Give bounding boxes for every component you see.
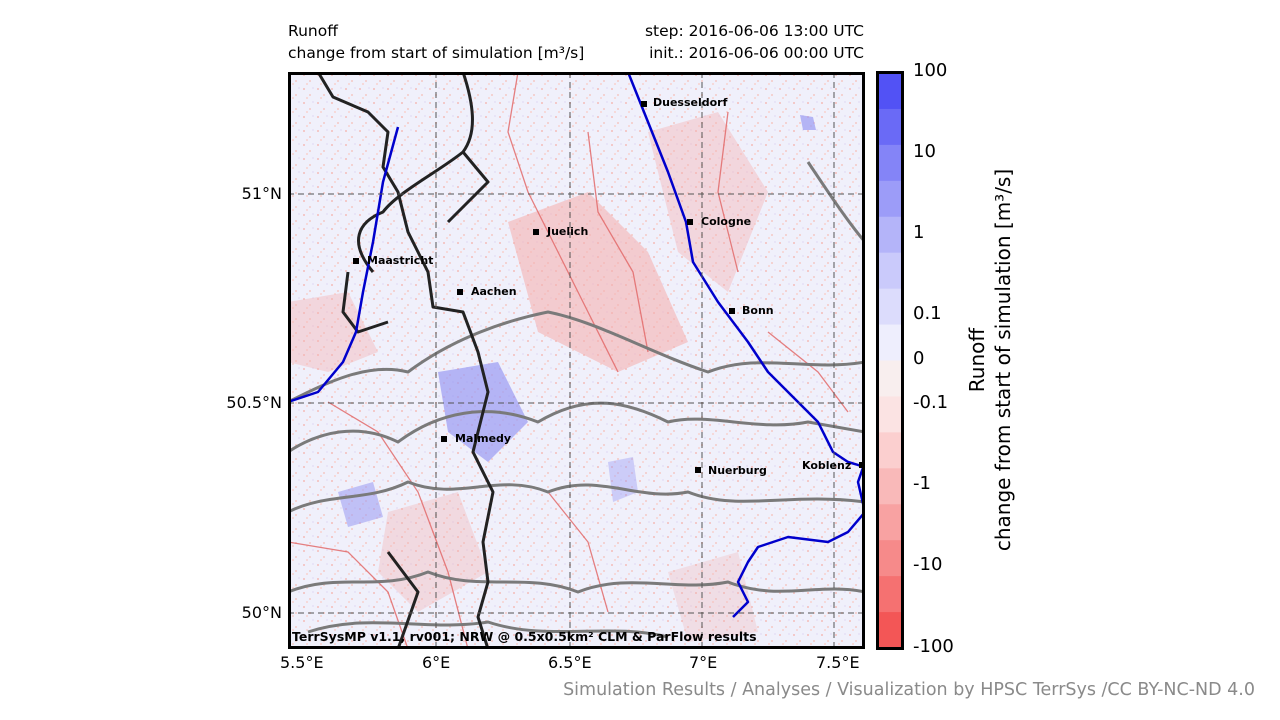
colorbar-swatch — [878, 396, 902, 433]
city-marker-aachen — [457, 289, 463, 295]
colorbar-tick-minus-1: -1 — [913, 473, 931, 494]
variable-title: Runoff — [288, 22, 338, 40]
city-label-koblenz: Koblenz — [802, 459, 852, 472]
city-marker-koblenz — [859, 462, 865, 468]
city-marker-bonn — [729, 308, 735, 314]
colorbar-tick-10: 10 — [913, 141, 936, 162]
lon-tick-5-5: 5.5°E — [280, 653, 324, 672]
city-label-duesseldorf: Duesseldorf — [653, 96, 728, 109]
graticule — [288, 72, 865, 649]
colorbar-title: Runoff change from start of simulation [… — [964, 169, 1016, 551]
colorbar-swatch — [878, 432, 902, 469]
city-markers — [353, 101, 865, 473]
variable-description: change from start of simulation [m³/s] — [288, 44, 585, 62]
runoff-map — [288, 72, 865, 649]
colorbar-tick-100: 100 — [913, 60, 948, 81]
city-label-nuerburg: Nuerburg — [708, 464, 767, 477]
colorbar-tick-1: 1 — [913, 222, 925, 243]
colorbar-swatch — [878, 540, 902, 577]
city-label-malmedy: Malmedy — [455, 432, 512, 445]
lon-tick-6: 6°E — [422, 653, 451, 672]
colorbar-title-line2: change from start of simulation [m³/s] — [991, 168, 1015, 552]
city-marker-malmedy — [441, 436, 447, 442]
lon-tick-7: 7°E — [689, 653, 718, 672]
colorbar-swatch — [878, 324, 902, 362]
colorbar-swatch — [878, 73, 902, 110]
colorbar-swatch — [878, 216, 902, 254]
city-label-bonn: Bonn — [742, 304, 774, 317]
colorbar-swatch — [878, 288, 902, 326]
stream-network — [288, 72, 849, 649]
colorbar-swatch — [878, 108, 902, 146]
colorbar-swatches — [878, 73, 902, 649]
colorbar-swatch — [878, 144, 902, 182]
colorbar — [876, 71, 904, 650]
city-marker-nuerburg — [695, 467, 701, 473]
colorbar-frame — [876, 71, 904, 650]
colorbar-tick-minus-10: -10 — [913, 554, 943, 575]
national-borders — [316, 72, 495, 649]
colorbar-tick-minus-100: -100 — [913, 636, 954, 657]
colorbar-swatch — [878, 504, 902, 541]
city-label-cologne: Cologne — [701, 215, 752, 228]
city-marker-juelich — [533, 229, 539, 235]
colorbar-swatch — [878, 360, 902, 398]
colorbar-tick-0-1: 0.1 — [913, 303, 942, 324]
credits-footer: Simulation Results / Analyses / Visualiz… — [563, 680, 1255, 700]
colorbar-swatch — [878, 180, 902, 218]
map-background — [288, 72, 865, 649]
colorbar-tick-minus-0-1: -0.1 — [913, 392, 949, 413]
city-marker-maastricht — [353, 258, 359, 264]
lon-tick-6-5: 6.5°E — [548, 653, 592, 672]
city-label-aachen: Aachen — [471, 285, 517, 298]
lat-tick-50-5: 50.5°N — [226, 393, 282, 412]
colorbar-title-line1: Runoff — [965, 327, 989, 393]
step-time: step: 2016-06-06 13:00 UTC — [644, 22, 864, 40]
colorbar-tick-0: 0 — [913, 348, 925, 369]
model-attribution: TerrSysMP v1.1, rv001; NRW @ 0.5x0.5km² … — [292, 629, 757, 644]
init-time: init.: 2016-06-06 00:00 UTC — [649, 44, 864, 62]
lon-tick-7-5: 7.5°E — [816, 653, 860, 672]
city-label-maastricht: Maastricht — [367, 254, 434, 267]
elevation-contours — [288, 161, 865, 639]
map-frame — [288, 72, 865, 649]
lat-tick-50: 50°N — [241, 603, 282, 622]
colorbar-swatch — [878, 576, 902, 613]
city-marker-cologne — [687, 219, 693, 225]
city-label-juelich: Juelich — [547, 225, 589, 238]
colorbar-swatch — [878, 252, 902, 290]
lat-tick-51: 51°N — [241, 184, 282, 203]
colorbar-swatch — [878, 612, 902, 649]
city-marker-duesseldorf — [641, 101, 647, 107]
colorbar-swatch — [878, 468, 902, 505]
